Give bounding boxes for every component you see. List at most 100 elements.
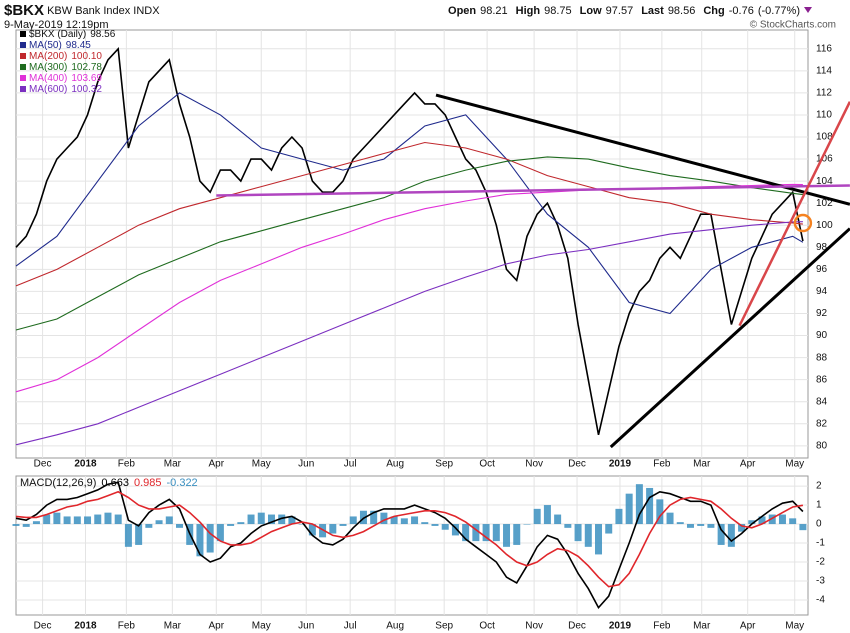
histogram-bar — [564, 524, 572, 528]
legend-value: 0.663 — [101, 477, 129, 489]
histogram-bar — [22, 524, 30, 527]
histogram-bar — [94, 514, 102, 525]
histogram-bar — [431, 524, 439, 526]
x-tick-label: Dec — [568, 459, 586, 470]
x-tick-label: Feb — [118, 459, 136, 470]
histogram-bar — [768, 514, 776, 525]
x-tick-label: Apr — [740, 459, 756, 470]
x-tick-label: May — [785, 459, 804, 470]
y-tick-label: 86 — [816, 374, 828, 385]
quote-label: Last — [641, 5, 664, 17]
histogram-bar — [124, 524, 132, 547]
histogram-bar — [145, 524, 153, 528]
histogram-bar — [319, 524, 327, 538]
macd-panel — [15, 475, 809, 616]
y-tick-label: 116 — [816, 43, 832, 54]
y-tick-label: 110 — [816, 110, 832, 121]
x-tick-label: 2019 — [609, 621, 632, 632]
histogram-bar — [697, 524, 705, 526]
legend-value: 100.10 — [71, 51, 102, 62]
x-tick-label: Sep — [435, 459, 453, 470]
x-tick-label: Nov — [525, 459, 543, 470]
x-tick-label: May — [252, 621, 271, 632]
histogram-bar — [646, 487, 654, 525]
legend-entry: $BKX (Daily) 98.56 — [29, 29, 116, 40]
histogram-bar — [799, 524, 807, 531]
histogram-bar — [288, 516, 296, 525]
legend-entry: MA(200) 100.10 — [29, 51, 102, 62]
y-tick-label: 98 — [816, 242, 828, 253]
legend-name: MA(50) — [29, 40, 62, 51]
histogram-bar — [584, 524, 592, 547]
histogram-bar — [543, 505, 551, 525]
x-tick-label: May — [252, 459, 271, 470]
legend-value: -0.322 — [166, 477, 197, 489]
x-tick-label: Dec — [568, 621, 586, 632]
legend-name: MA(300) — [29, 62, 67, 73]
histogram-bar — [738, 524, 746, 532]
legend-swatch — [20, 86, 26, 92]
y-tick-label: -1 — [816, 538, 825, 549]
histogram-bar — [196, 524, 204, 557]
legend-swatch — [20, 31, 26, 37]
y-tick-label: 2 — [816, 481, 822, 492]
histogram-bar — [32, 521, 40, 525]
histogram-bar — [298, 524, 306, 525]
histogram-bar — [390, 516, 398, 525]
quote-value: 98.56 — [668, 5, 696, 17]
y-tick-label: 88 — [816, 352, 828, 363]
histogram-bar — [308, 524, 316, 536]
histogram-bar — [789, 518, 797, 525]
legend-name: $BKX (Daily) — [29, 29, 86, 40]
index-name: KBW Bank Index — [47, 5, 131, 17]
legend-entry: MA(400) 103.69 — [29, 73, 102, 84]
x-tick-label: Mar — [693, 459, 711, 470]
y-tick-label: 94 — [816, 286, 828, 297]
histogram-bar — [278, 514, 286, 525]
x-tick-label: Mar — [693, 621, 711, 632]
histogram-bar — [329, 524, 337, 534]
histogram-bar — [43, 514, 51, 525]
histogram-bar — [635, 484, 643, 525]
histogram-bar — [748, 520, 756, 525]
histogram-bar — [135, 524, 143, 545]
histogram-bar — [400, 518, 408, 525]
histogram-bar — [216, 524, 224, 542]
x-tick-label: Jul — [344, 459, 357, 470]
x-tick-label: Feb — [653, 621, 671, 632]
histogram-bar — [656, 499, 664, 525]
x-tick-label: Jul — [344, 621, 357, 632]
histogram-bar — [462, 524, 470, 542]
histogram-bar — [533, 508, 541, 525]
quote-pct: (-0.77%) — [758, 5, 800, 17]
y-tick-label: 108 — [816, 132, 833, 143]
series-line — [15, 481, 804, 609]
x-tick-label: May — [785, 621, 804, 632]
histogram-bar — [12, 524, 20, 526]
histogram-bar — [411, 516, 419, 525]
legend-entry: MACD(12,26,9) 0.663 0.985 -0.322 — [20, 477, 198, 489]
histogram-bar — [237, 522, 245, 525]
legend-entry: MA(600) 100.32 — [29, 84, 102, 95]
exchange: INDX — [133, 5, 160, 17]
y-tick-label: 102 — [816, 198, 833, 209]
histogram-bar — [339, 524, 347, 526]
x-tick-label: Feb — [653, 459, 671, 470]
histogram-bar — [359, 510, 367, 525]
histogram-bar — [686, 524, 694, 528]
quote-value: 97.57 — [606, 5, 634, 17]
x-tick-label: Mar — [164, 621, 182, 632]
x-tick-label: 2019 — [609, 459, 632, 470]
x-tick-label: Dec — [34, 459, 52, 470]
legend-value: 102.78 — [71, 62, 102, 73]
histogram-bar — [513, 524, 521, 545]
legend-value: 0.985 — [134, 477, 162, 489]
legend-swatch — [20, 64, 26, 70]
quote: Open 98.21 High 98.75 Low 97.57 Last 98.56 Chg -0… — [448, 5, 800, 17]
histogram-bar — [717, 524, 725, 545]
series-line — [15, 141, 803, 287]
watermark: © StockCharts.com — [750, 20, 836, 31]
histogram-bar — [53, 512, 61, 525]
x-tick-label: Mar — [164, 459, 182, 470]
